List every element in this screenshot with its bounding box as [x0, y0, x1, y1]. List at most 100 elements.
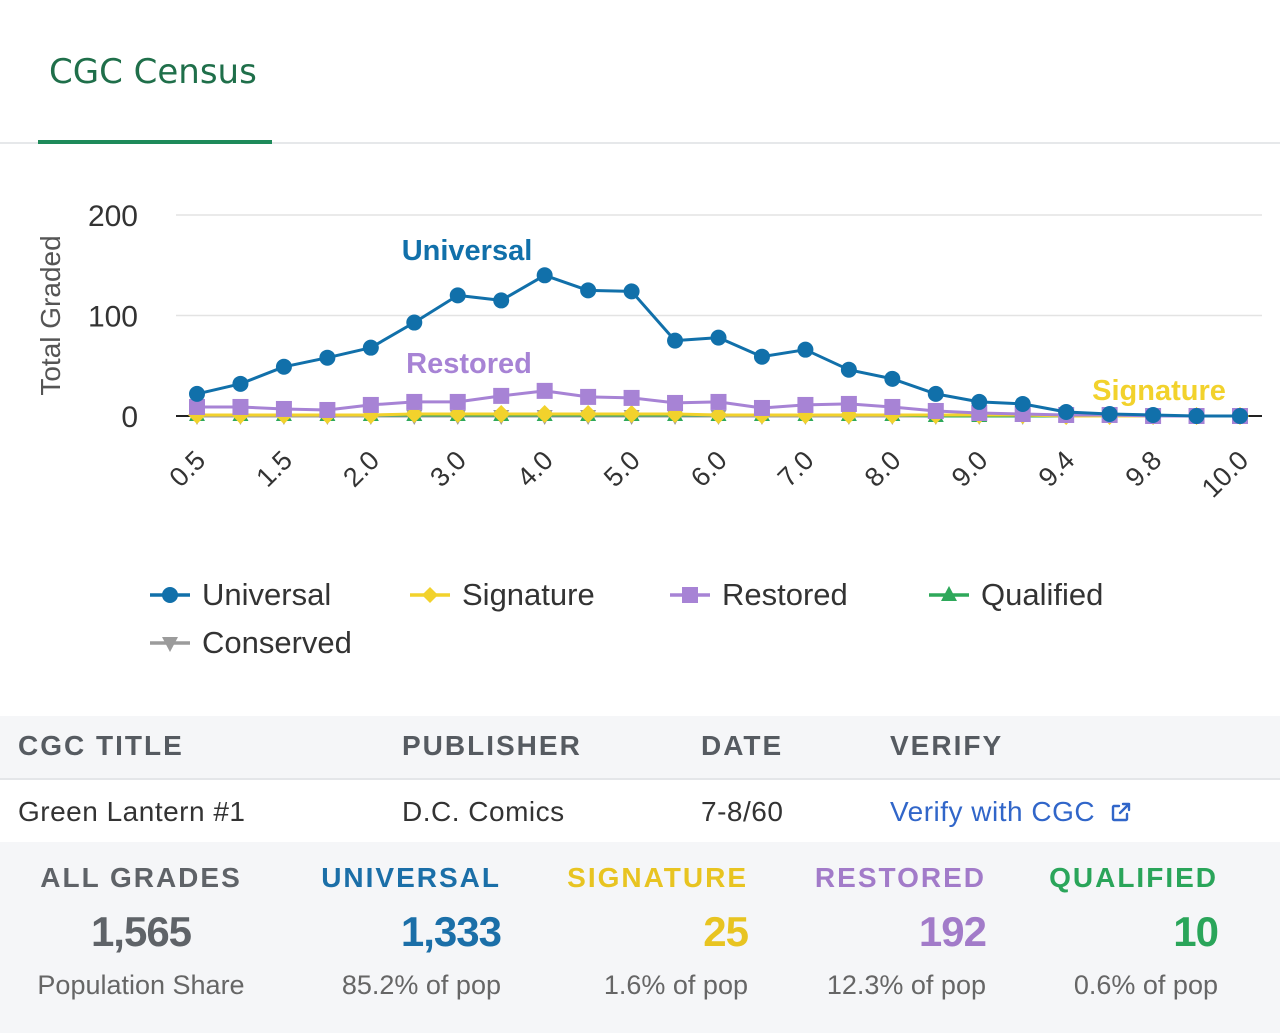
- data-point-restored: [536, 382, 553, 399]
- y-tick-label: 100: [88, 301, 138, 334]
- data-point-universal: [232, 375, 249, 392]
- legend-item-qualified[interactable]: Qualified: [927, 572, 1103, 618]
- data-point-restored: [362, 396, 379, 413]
- data-point-restored: [580, 388, 597, 405]
- legend-label: Conserved: [202, 625, 352, 660]
- annotation-universal: Universal: [402, 235, 533, 267]
- y-tick-label: 0: [121, 401, 138, 434]
- data-point-restored: [493, 387, 510, 404]
- tab-cgc-census[interactable]: CGC Census: [38, 46, 272, 144]
- data-point-signature: [535, 404, 554, 423]
- data-point-universal: [927, 385, 944, 402]
- cell-publisher: D.C. Comics: [402, 796, 565, 827]
- cell-title: Green Lantern #1: [18, 796, 246, 827]
- data-point-universal: [1145, 406, 1162, 423]
- legend-label: Universal: [202, 577, 332, 612]
- x-tick-label: 0.5: [163, 445, 211, 493]
- legend-symbol-square-icon: [670, 587, 710, 603]
- data-point-universal: [1101, 405, 1118, 422]
- stat-share: 0.6% of pop: [1073, 970, 1218, 1000]
- y-axis-label: Total Graded: [35, 235, 66, 395]
- data-point-signature: [579, 404, 598, 423]
- stat-qualified: QUALIFIED 10 0.6% of pop: [978, 862, 1219, 1001]
- verify-link-label: Verify with CGC: [890, 796, 1096, 827]
- stat-signature: SIGNATURE 25 1.6% of pop: [508, 862, 749, 1001]
- tab-label: CGC Census: [49, 52, 257, 92]
- stat-label: UNIVERSAL: [321, 862, 501, 893]
- data-point-universal: [362, 339, 379, 356]
- data-point-universal: [1232, 408, 1248, 424]
- series-universal: [189, 267, 1248, 424]
- header-cgc-title: CGC TITLE: [18, 730, 184, 761]
- legend-item-restored[interactable]: Restored: [668, 572, 848, 618]
- data-point-universal: [406, 314, 423, 331]
- legend-symbol-triangle-down-icon: [150, 637, 190, 652]
- stat-value: 25: [703, 908, 749, 955]
- annotation-restored: Restored: [406, 348, 532, 380]
- legend-item-signature[interactable]: Signature: [408, 572, 595, 618]
- data-point-restored: [667, 394, 684, 411]
- data-point-restored: [189, 398, 205, 415]
- x-tick-label: 3.0: [424, 445, 472, 493]
- x-tick-label: 7.0: [772, 445, 820, 493]
- data-point-restored: [406, 393, 423, 410]
- population-stats: ALL GRADES 1,565 Population Share UNIVERSAL…: [0, 842, 1280, 1033]
- data-point-universal: [840, 361, 857, 378]
- data-point-universal: [667, 332, 684, 349]
- y-tick-label: 200: [88, 200, 138, 233]
- header-verify: VERIFY: [890, 730, 1004, 761]
- data-point-restored: [319, 401, 336, 418]
- data-point-restored: [971, 404, 988, 421]
- x-tick-label: 9.0: [946, 445, 994, 493]
- verify-with-cgc-link[interactable]: Verify with CGC: [890, 796, 1133, 828]
- data-point-restored: [840, 395, 857, 412]
- stat-value: 1,565: [90, 908, 192, 955]
- data-point-restored: [710, 393, 727, 410]
- external-link-icon: [1112, 802, 1131, 822]
- census-line-chart: 0 100 200 Total Graded 0.5 1.5 2.0 3.0 4.0 5.0 6.0…: [35, 200, 1262, 503]
- data-point-universal: [319, 349, 336, 366]
- data-point-signature: [405, 404, 424, 423]
- data-point-universal: [1014, 395, 1031, 412]
- header-publisher: PUBLISHER: [402, 730, 582, 761]
- data-point-signature: [666, 404, 685, 423]
- data-point-universal: [971, 393, 988, 410]
- stat-label: ALL GRADES: [40, 862, 242, 893]
- data-point-restored: [797, 396, 814, 413]
- table-row: Green Lantern #1 D.C. Comics 7-8/60 Veri…: [0, 780, 1280, 844]
- stat-label: QUALIFIED: [1049, 862, 1218, 893]
- data-point-restored: [232, 398, 249, 415]
- x-tick-label: 2.0: [337, 445, 385, 493]
- stat-universal: UNIVERSAL 1,333 85.2% of pop: [261, 862, 502, 1001]
- table-header: CGC TITLE PUBLISHER DATE VERIFY: [0, 716, 1280, 780]
- data-point-universal: [884, 370, 901, 387]
- annotation-signature: Signature: [1092, 375, 1226, 407]
- stat-share: 1.6% of pop: [603, 970, 748, 1000]
- legend-item-universal[interactable]: Universal: [148, 572, 331, 618]
- data-point-universal: [623, 283, 640, 300]
- x-tick-label: 9.8: [1120, 445, 1168, 493]
- data-point-universal: [1058, 403, 1075, 420]
- x-tick-label: 10.0: [1196, 445, 1254, 503]
- data-point-universal: [753, 348, 770, 365]
- x-tick-label: 4.0: [511, 445, 559, 493]
- legend-label: Qualified: [981, 577, 1104, 612]
- stat-value: 192: [918, 908, 987, 955]
- stat-label: SIGNATURE: [567, 862, 748, 893]
- legend-item-conserved[interactable]: Conserved: [148, 620, 352, 666]
- data-point-signature: [492, 404, 511, 423]
- legend-label: Restored: [722, 577, 848, 612]
- header-date: DATE: [701, 730, 784, 761]
- data-point-universal: [1188, 408, 1205, 424]
- legend-symbol-circle-icon: [150, 587, 190, 603]
- legend-label: Signature: [462, 577, 595, 612]
- tab-active-indicator: [38, 140, 272, 144]
- data-point-universal: [275, 358, 292, 375]
- data-point-restored: [275, 400, 292, 417]
- x-tick-label: 6.0: [685, 445, 733, 493]
- data-point-universal: [536, 267, 553, 284]
- data-point-restored: [927, 402, 944, 419]
- stat-restored: RESTORED 192 12.3% of pop: [746, 862, 987, 1001]
- x-tick-label: 9.4: [1033, 445, 1081, 493]
- data-point-universal: [580, 282, 597, 299]
